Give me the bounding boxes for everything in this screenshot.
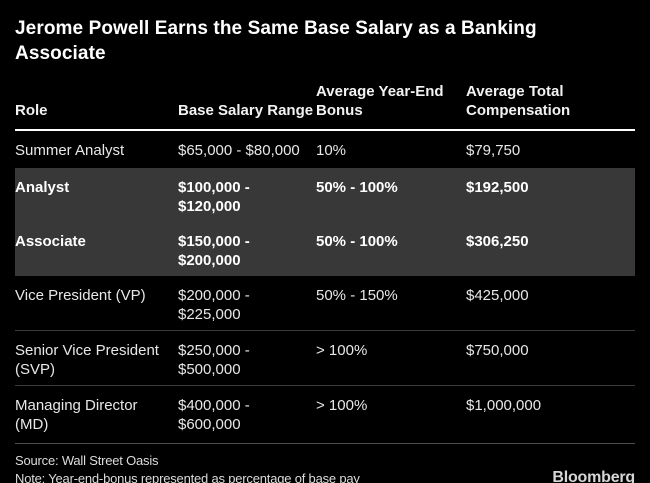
compensation-cell: $79,750 [466,142,521,159]
role-cell: Managing Director (MD) [15,385,178,444]
bonus-cell: 50% - 100% [316,233,398,250]
footnotes: Source: Wall Street Oasis Note: Year-end… [15,452,360,483]
table-row-managing-director: Managing Director (MD) $400,000 - $600,0… [15,385,635,444]
source-note: Source: Wall Street Oasis [15,453,159,468]
salary-range-cell: $100,000 - $120,000 [178,179,250,215]
table-row-associate: Associate $150,000 - $200,000 50% - 100%… [15,222,635,276]
bonus-cell: > 100% [316,385,466,444]
role-cell: Senior Vice President (SVP) [15,330,178,386]
salary-table: Role Base Salary Range Average Year-End … [15,78,635,444]
compensation-cell: $1,000,000 [466,385,635,444]
salary-range-cell: $250,000 - $500,000 [178,330,316,386]
compensation-cell: $750,000 [466,330,635,386]
role-cell: Vice President (VP) [15,287,146,304]
table-header-row: Role Base Salary Range Average Year-End … [15,78,635,131]
footer: Source: Wall Street Oasis Note: Year-end… [15,452,635,483]
role-cell: Summer Analyst [15,142,125,159]
bonus-cell: 50% - 150% [316,287,398,304]
compensation-cell: $306,250 [466,233,529,250]
bloomberg-logo: Bloomberg [552,469,635,483]
compensation-cell: $192,500 [466,179,529,196]
column-header-base-salary: Base Salary Range [178,78,316,131]
column-header-bonus: Average Year-End Bonus [316,78,466,131]
methodology-note: Note: Year-end-bonus represented as perc… [15,471,360,483]
table-row-senior-vice-president: Senior Vice President (SVP) $250,000 - $… [15,330,635,386]
salary-range-cell: $150,000 - $200,000 [178,233,250,269]
column-header-compensation: Average Total Compensation [466,78,635,131]
salary-range-cell: $400,000 - $600,000 [178,385,316,444]
table-row-analyst: Analyst $100,000 - $120,000 50% - 100% $… [15,168,635,222]
compensation-cell: $425,000 [466,287,529,304]
salary-range-cell: $65,000 - $80,000 [178,142,300,159]
table-row-vice-president: Vice President (VP) $200,000 - $225,000 … [15,276,635,331]
role-cell: Analyst [15,179,70,196]
column-header-role: Role [15,78,178,131]
page-title: Jerome Powell Earns the Same Base Salary… [15,18,537,64]
bonus-cell: 10% [316,142,347,159]
table-row-summer-analyst: Summer Analyst $65,000 - $80,000 10% $79… [15,130,635,168]
role-cell: Associate [15,233,86,250]
bonus-cell: > 100% [316,330,466,386]
bonus-cell: 50% - 100% [316,179,398,196]
salary-range-cell: $200,000 - $225,000 [178,287,250,323]
